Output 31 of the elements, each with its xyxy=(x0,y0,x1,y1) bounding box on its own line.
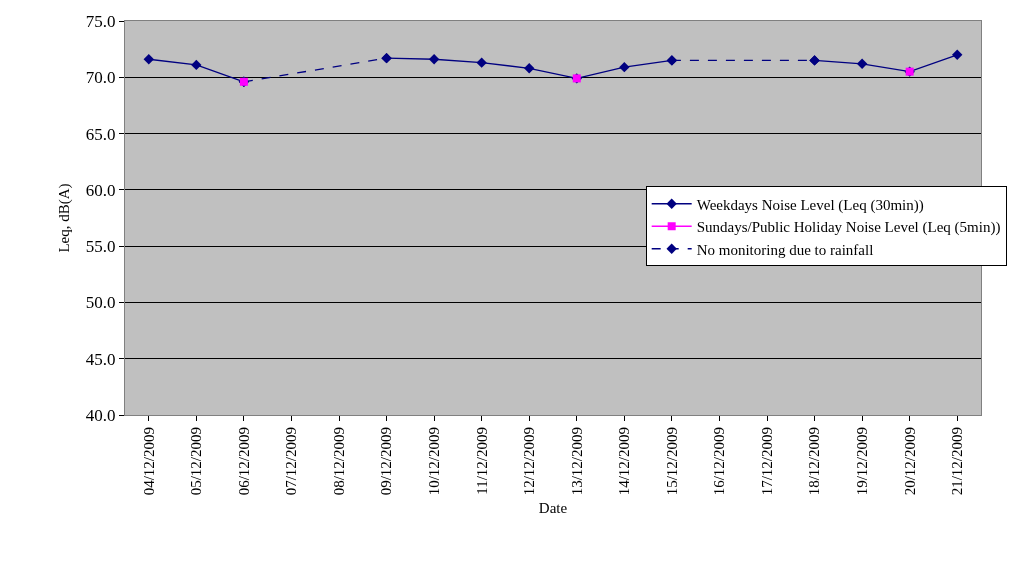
x-tick-label: 06/12/2009 xyxy=(235,427,252,496)
x-tick-label: 07/12/2009 xyxy=(283,427,300,496)
x-tick-label: 08/12/2009 xyxy=(330,427,347,496)
x-tick-label: 17/12/2009 xyxy=(758,427,775,496)
y-tick-label: 75.0 xyxy=(85,11,116,31)
y-axis-title: Leq, dB(A) xyxy=(56,183,74,253)
x-tick-label: 12/12/2009 xyxy=(521,427,538,496)
x-tick-label: 19/12/2009 xyxy=(853,427,870,496)
x-tick-label: 15/12/2009 xyxy=(663,427,680,496)
y-tick-label: 50.0 xyxy=(85,293,116,313)
x-tick-label: 16/12/2009 xyxy=(711,427,728,496)
x-tick-label: 20/12/2009 xyxy=(901,427,918,496)
y-tick-label: 70.0 xyxy=(85,68,116,88)
y-tick-label: 60.0 xyxy=(85,180,116,200)
x-tick-label: 13/12/2009 xyxy=(568,427,585,496)
x-tick-label: 05/12/2009 xyxy=(188,427,205,496)
legend-label: Sundays/Public Holiday Noise Level (Leq (5min)) xyxy=(696,219,1001,237)
y-tick-label: 55.0 xyxy=(85,237,116,257)
x-tick-label: 18/12/2009 xyxy=(806,427,823,496)
x-tick-label: 09/12/2009 xyxy=(378,427,395,496)
y-tick-label: 65.0 xyxy=(85,124,116,144)
y-tick-label: 45.0 xyxy=(85,349,116,369)
legend-label: Weekdays Noise Level (Leq (30min)) xyxy=(696,196,924,214)
x-axis-title: Date xyxy=(538,500,568,517)
x-tick-label: 04/12/2009 xyxy=(140,427,157,496)
y-tick-label: 40.0 xyxy=(85,405,116,425)
x-tick-label: 11/12/2009 xyxy=(473,427,490,495)
x-tick-label: 14/12/2009 xyxy=(616,427,633,496)
legend-label: No monitoring due to rainfall xyxy=(696,241,874,258)
x-tick-label: 21/12/2009 xyxy=(949,427,966,496)
x-tick-label: 10/12/2009 xyxy=(425,427,442,496)
